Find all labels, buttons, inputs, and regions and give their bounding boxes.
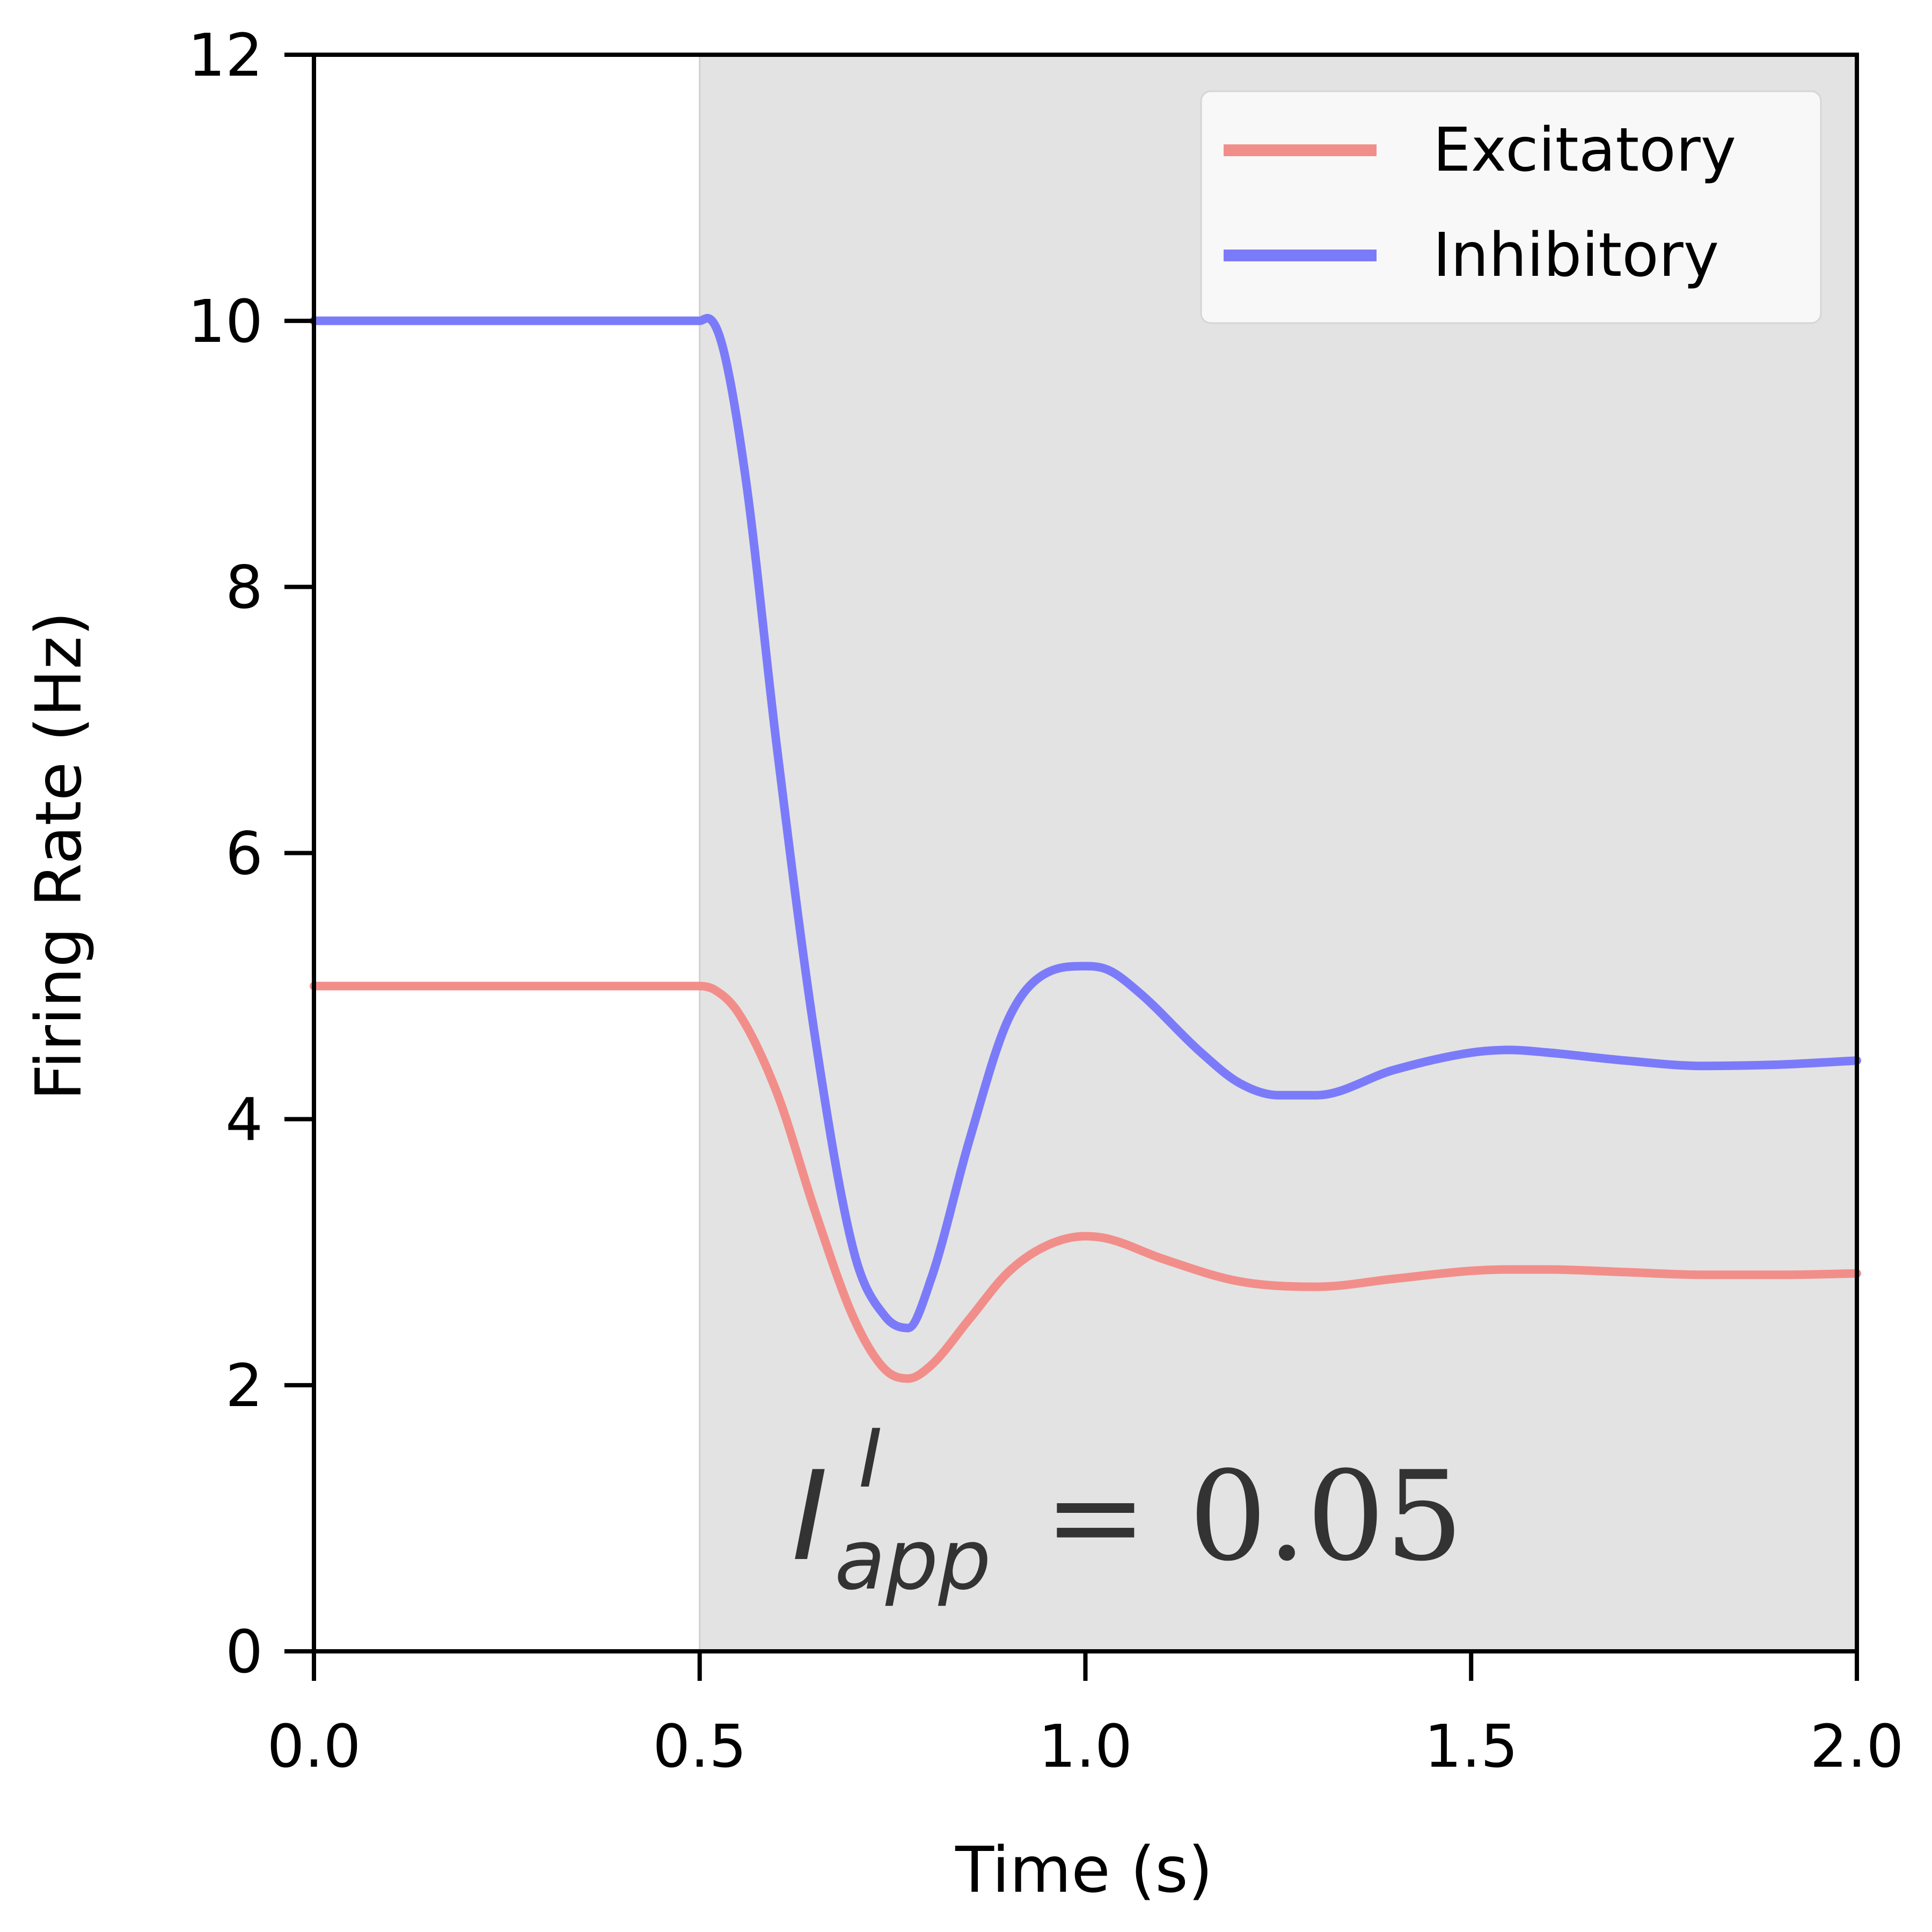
y-axis-ticks: 0 2 4 6 8 10 12 xyxy=(188,21,314,1686)
x-tick-label: 2.0 xyxy=(1810,1712,1904,1781)
annotation-superscript: I xyxy=(859,1413,882,1506)
legend-label-excitatory: Excitatory xyxy=(1433,115,1736,185)
current-annotation: I I app = 0.05 xyxy=(792,1413,1463,1608)
x-tick-label: 1.0 xyxy=(1038,1712,1132,1781)
x-axis-ticks: 0.0 0.5 1.0 1.5 2.0 xyxy=(267,1651,1904,1781)
legend-label-inhibitory: Inhibitory xyxy=(1433,221,1719,290)
y-tick-label: 2 xyxy=(225,1351,263,1420)
annotation-equals: = xyxy=(1044,1445,1147,1589)
annotation-value: 0.05 xyxy=(1189,1445,1463,1589)
series-line-inhibitory xyxy=(310,313,1861,1333)
y-tick-label: 8 xyxy=(225,553,263,622)
series-line-excitatory xyxy=(310,982,1861,1383)
y-tick-label: 0 xyxy=(225,1618,263,1686)
y-axis-label: Firing Rate (Hz) xyxy=(21,611,96,1100)
x-axis-label: Time (s) xyxy=(955,1833,1213,1907)
y-tick-label: 4 xyxy=(225,1085,263,1154)
y-tick-label: 12 xyxy=(188,21,263,90)
x-tick-label: 1.5 xyxy=(1424,1712,1518,1781)
x-tick-label: 0.0 xyxy=(267,1712,361,1781)
series-lines xyxy=(310,313,1861,1383)
legend: Excitatory Inhibitory xyxy=(1200,90,1822,324)
annotation-symbol: I xyxy=(792,1445,828,1589)
y-tick-label: 6 xyxy=(225,819,263,888)
annotation-subscript: app xyxy=(835,1511,991,1608)
x-tick-label: 0.5 xyxy=(653,1712,747,1781)
y-tick-label: 10 xyxy=(188,287,263,356)
